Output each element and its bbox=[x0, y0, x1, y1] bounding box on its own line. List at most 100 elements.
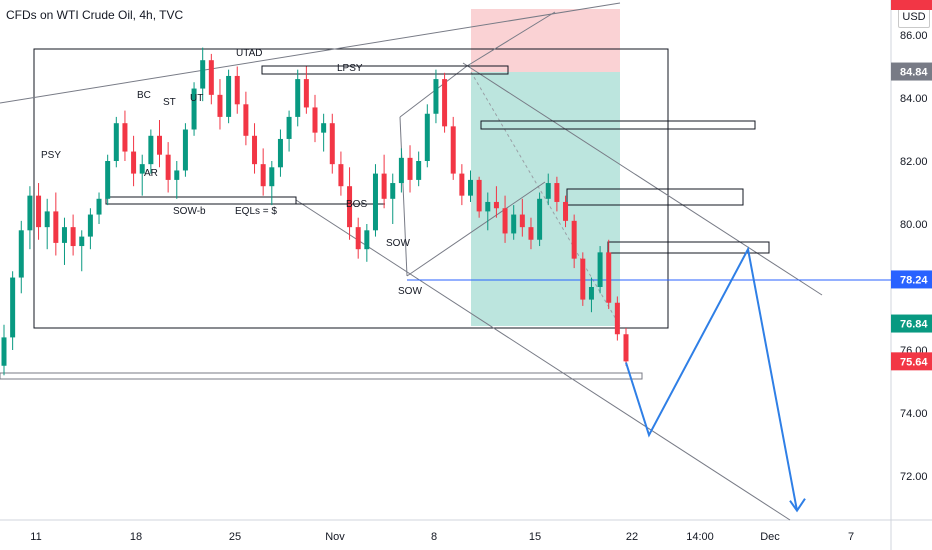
candle-body bbox=[338, 164, 344, 187]
upper-trendline[interactable] bbox=[0, 2, 621, 104]
candle-body bbox=[381, 173, 387, 199]
candle-body bbox=[407, 157, 413, 180]
candle-body bbox=[200, 60, 206, 89]
candle-body bbox=[243, 104, 249, 136]
candle-body bbox=[303, 79, 309, 108]
candle-body bbox=[139, 164, 145, 174]
channel-bottom-line[interactable] bbox=[295, 199, 791, 521]
candle-body bbox=[424, 113, 430, 161]
candle-body bbox=[70, 227, 76, 247]
projection-arrowhead bbox=[789, 498, 806, 513]
position-diagonal bbox=[470, 71, 621, 327]
candle-body bbox=[545, 183, 551, 199]
price-marker-label: 75.64 bbox=[900, 356, 928, 368]
annotation-label: AR bbox=[144, 168, 158, 179]
chart-title: CFDs on WTI Crude Oil, 4h, TVC bbox=[6, 8, 184, 22]
price-marker-label: 76.84 bbox=[900, 319, 928, 331]
candle-body bbox=[606, 252, 612, 303]
candle-body bbox=[44, 211, 50, 228]
candle-body bbox=[36, 195, 42, 228]
time-tick-label: 14:00 bbox=[686, 531, 714, 543]
price-marker-badge bbox=[891, 314, 932, 333]
annotation-label: LPSY bbox=[337, 63, 363, 74]
candle-body bbox=[234, 75, 240, 105]
candle-body bbox=[122, 123, 128, 152]
candle-body bbox=[295, 79, 301, 117]
candle-body bbox=[571, 220, 577, 259]
candle-body bbox=[113, 123, 119, 161]
time-axis[interactable]: 11 18 25 Nov 8 15 22 14:00 Dec 7 bbox=[30, 531, 854, 543]
price-marker-badge bbox=[891, 270, 932, 289]
candle-body bbox=[217, 94, 223, 117]
annotation-label: UTAD bbox=[236, 48, 262, 59]
candle-body bbox=[502, 208, 508, 234]
fork-line-d bbox=[466, 11, 556, 67]
annotation-label: BC bbox=[137, 90, 151, 101]
stop-loss-zone[interactable] bbox=[471, 9, 620, 72]
currency-label[interactable]: USD bbox=[898, 6, 930, 28]
time-tick-label: 22 bbox=[626, 531, 638, 543]
candle-body bbox=[416, 161, 422, 180]
projection-path[interactable] bbox=[625, 246, 806, 513]
price-tick-label: 74.00 bbox=[900, 408, 928, 420]
candle-body bbox=[372, 173, 378, 231]
price-marker-badge bbox=[891, 352, 932, 371]
candle-body bbox=[208, 60, 214, 95]
candle-body bbox=[580, 258, 586, 300]
price-tick-label: 84.00 bbox=[900, 93, 928, 105]
candle-body bbox=[321, 123, 327, 133]
candle-body bbox=[182, 129, 188, 171]
time-tick-label: 18 bbox=[130, 531, 142, 543]
candle-body bbox=[165, 154, 171, 180]
candle-body bbox=[10, 277, 16, 338]
candle-body bbox=[355, 227, 361, 250]
candle-body bbox=[614, 302, 620, 335]
candle-body bbox=[312, 107, 318, 133]
eqls-box[interactable] bbox=[105, 196, 297, 205]
candle-body bbox=[53, 211, 59, 243]
candle-body bbox=[554, 183, 560, 202]
candle-body bbox=[131, 151, 137, 174]
time-tick-label: 25 bbox=[229, 531, 241, 543]
candle-body bbox=[87, 214, 93, 237]
lpsy-box[interactable] bbox=[261, 65, 509, 75]
fork-line-c bbox=[406, 181, 546, 277]
candle-body bbox=[27, 195, 33, 231]
price-tick-label: 86.00 bbox=[900, 30, 928, 42]
supply-box-2[interactable] bbox=[566, 188, 744, 206]
candle-body bbox=[485, 201, 491, 212]
candle-body bbox=[450, 126, 456, 174]
candle-body bbox=[468, 179, 473, 196]
candle-body bbox=[269, 167, 275, 187]
candle-body bbox=[433, 79, 439, 114]
price-marker-label: 84.84 bbox=[900, 67, 928, 79]
candle-body bbox=[191, 88, 197, 130]
price-marker-badge bbox=[891, 62, 932, 81]
wyckoff-annotations: PSY BC AR ST UT UTAD SOW-b EQLs = $ LPSY BOS SOW SO… bbox=[41, 48, 422, 297]
annotation-label: UT bbox=[190, 93, 203, 104]
channel-top-line[interactable] bbox=[462, 62, 823, 296]
candle-body bbox=[398, 157, 404, 184]
annotation-label: BOS bbox=[346, 199, 367, 210]
candle-body bbox=[18, 230, 24, 278]
candlestick-series[interactable] bbox=[1, 47, 629, 376]
candle-body bbox=[493, 201, 499, 209]
demand-box[interactable] bbox=[0, 372, 643, 380]
candle-body bbox=[329, 123, 335, 165]
price-tick-label: 80.00 bbox=[900, 219, 928, 231]
annotation-label: SOW-b bbox=[173, 206, 206, 217]
price-marker-label: 78.24 bbox=[900, 274, 928, 286]
candle-body bbox=[459, 173, 465, 196]
candle-body bbox=[364, 230, 370, 250]
supply-box-1[interactable] bbox=[480, 120, 756, 130]
candle-body bbox=[528, 227, 534, 240]
candle-body bbox=[347, 186, 353, 228]
candle-body bbox=[260, 164, 266, 187]
candle-body bbox=[148, 135, 154, 165]
candle-body bbox=[537, 198, 543, 240]
time-tick-label: Nov bbox=[325, 531, 345, 543]
supply-box-3[interactable] bbox=[607, 241, 770, 254]
candle-body bbox=[511, 214, 517, 234]
